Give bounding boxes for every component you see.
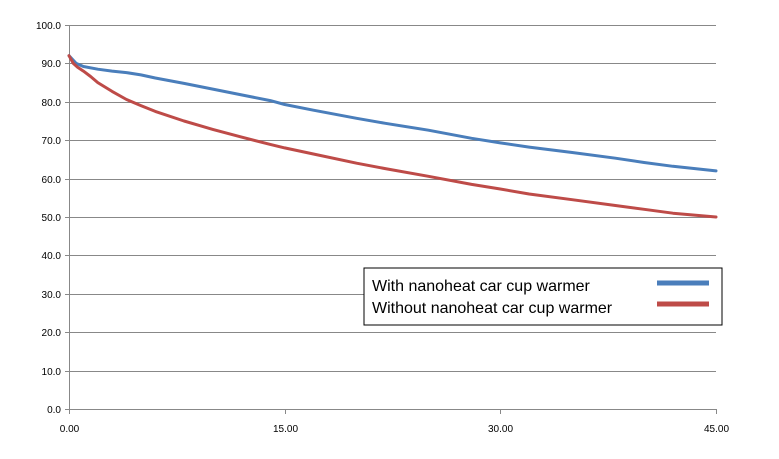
y-tick-label-4: 40.0 xyxy=(42,251,62,262)
x-tick-label-2: 30.00 xyxy=(488,424,513,435)
y-tick-label-0: 0.0 xyxy=(47,405,61,416)
legend-label-with-warmer: With nanoheat car cup warmer xyxy=(372,278,591,295)
y-tick-label-3: 30.0 xyxy=(42,290,62,301)
axes xyxy=(65,25,717,414)
y-tick-label-5: 50.0 xyxy=(42,213,62,224)
x-axis-tick-labels: 0.00 15.00 30.00 45.00 xyxy=(60,424,730,435)
y-tick-label-2: 20.0 xyxy=(42,328,62,339)
series-line-0 xyxy=(67,54,718,173)
y-tick-label-10: 100.0 xyxy=(36,21,61,32)
series-lines xyxy=(67,54,718,219)
y-tick-label-9: 90.0 xyxy=(42,59,62,70)
grid-lines xyxy=(69,25,716,372)
legend: With nanoheat car cup warmer Without nan… xyxy=(363,267,723,326)
x-tick-label-0: 0.00 xyxy=(60,424,80,435)
x-tick-label-3: 45.00 xyxy=(704,424,729,435)
legend-label-without-warmer: Without nanoheat car cup warmer xyxy=(372,300,613,317)
y-tick-label-7: 70.0 xyxy=(42,136,62,147)
y-tick-label-6: 60.0 xyxy=(42,175,62,186)
y-tick-label-1: 10.0 xyxy=(42,367,62,378)
y-axis-tick-labels: 0.0 10.0 20.0 30.0 40.0 50.0 60.0 70.0 80.0 90.0 1… xyxy=(36,21,61,416)
y-tick-label-8: 80.0 xyxy=(42,98,62,109)
legend-box xyxy=(363,267,723,326)
x-tick-label-1: 15.00 xyxy=(273,424,298,435)
series-line-1 xyxy=(67,54,718,219)
